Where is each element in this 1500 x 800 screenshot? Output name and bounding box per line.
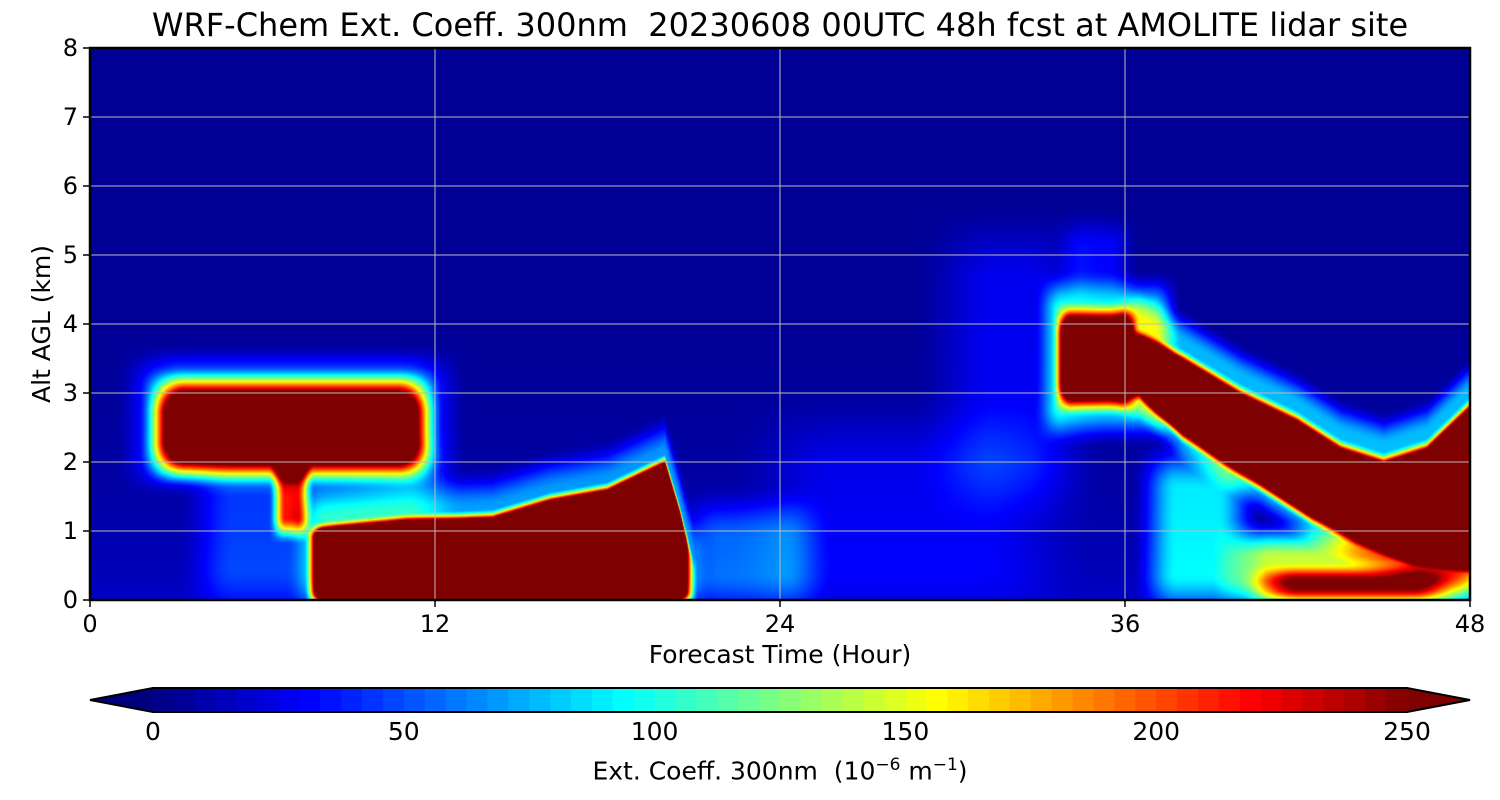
colorbar-segment xyxy=(278,688,300,712)
colorbar xyxy=(89,687,1471,713)
colorbar-segment xyxy=(1239,688,1262,712)
y-tick-label: 6 xyxy=(63,172,78,200)
colorbar-segment xyxy=(1323,688,1345,712)
colorbar-segment xyxy=(571,688,593,712)
x-tick-label: 12 xyxy=(420,610,451,638)
colorbar-tick-label: 200 xyxy=(1132,717,1181,746)
colorbar-segment xyxy=(1030,688,1053,712)
x-tick-label: 48 xyxy=(1455,610,1486,638)
colorbar-segment xyxy=(1365,688,1387,712)
y-tick-label: 0 xyxy=(63,586,78,614)
colorbar-segment xyxy=(382,688,405,712)
y-axis-label-area: Alt AGL (km) xyxy=(27,245,56,403)
colorbar-segment xyxy=(1156,688,1178,712)
colorbar-segment xyxy=(341,688,363,712)
colorbar-segment xyxy=(153,688,175,712)
colorbar-segment xyxy=(842,688,865,712)
colorbar-segment xyxy=(1051,688,1074,712)
colorbar-segment xyxy=(445,688,468,712)
colorbar-tick-label: 250 xyxy=(1383,717,1431,746)
colorbar-segment xyxy=(1198,688,1220,712)
colorbar-segment xyxy=(487,688,509,712)
colorbar-segment xyxy=(215,688,238,712)
colorbar-segment xyxy=(1386,688,1408,712)
colorbar-segment xyxy=(466,688,488,712)
colorbar-segment xyxy=(424,688,447,712)
colorbar-segment xyxy=(926,688,948,712)
colorbar-label: Ext. Coeff. 300nm (10−6 m−1) xyxy=(592,755,968,786)
y-tick-label: 1 xyxy=(63,517,78,545)
x-tick-label: 24 xyxy=(765,610,796,638)
colorbar-segment xyxy=(550,688,572,712)
colorbar-segment xyxy=(947,688,969,712)
colorbar-segment xyxy=(780,688,802,712)
colorbar-tick-label: 100 xyxy=(630,717,679,746)
colorbar-segment xyxy=(1009,688,1032,712)
colorbar-segment xyxy=(1177,688,1199,712)
colorbar-segment xyxy=(529,688,551,712)
x-tick-label: 0 xyxy=(82,610,97,638)
y-tick-label: 5 xyxy=(63,241,78,269)
colorbar-tick-label: 50 xyxy=(387,717,420,746)
colorbar-segment xyxy=(257,688,279,712)
colorbar-tick-label: 0 xyxy=(145,717,161,746)
colorbar-segment xyxy=(612,688,635,712)
y-tick-label: 4 xyxy=(63,310,78,338)
x-axis-label: Forecast Time (Hour) xyxy=(648,640,912,669)
colorbar-segment xyxy=(194,688,217,712)
y-tick-label: 7 xyxy=(63,103,78,131)
colorbar-segment xyxy=(508,688,530,712)
colorbar-segment xyxy=(1072,688,1095,712)
chart-title: WRF-Chem Ext. Coeff. 300nm 20230608 00UT… xyxy=(151,6,1409,44)
colorbar-segment xyxy=(633,688,656,712)
y-tick-label: 2 xyxy=(63,448,78,476)
colorbar-outline xyxy=(89,687,1471,713)
colorbar-segment xyxy=(1302,688,1324,712)
colorbar-segment xyxy=(1281,688,1304,712)
colorbar-segment xyxy=(362,688,384,712)
colorbar-extend-min xyxy=(90,688,153,712)
y-axis-label: Alt AGL (km) xyxy=(27,245,56,403)
colorbar-segment xyxy=(591,688,614,712)
colorbar-segment xyxy=(403,688,426,712)
colorbar-extend-max xyxy=(1407,688,1470,712)
colorbar-segment xyxy=(1260,688,1283,712)
y-tick-label: 8 xyxy=(63,34,78,62)
colorbar-segment xyxy=(738,688,760,712)
plot-area: 0 12 24 36 48 0 1 2 3 4 5 6 7 8 xyxy=(63,34,1486,638)
colorbar-segment xyxy=(1218,688,1241,712)
colorbar-segment xyxy=(1344,688,1366,712)
colorbar-segment xyxy=(884,688,906,712)
colorbar-segment xyxy=(696,688,718,712)
x-tick-label: 36 xyxy=(1110,610,1141,638)
colorbar-segment xyxy=(717,688,739,712)
colorbar-segment xyxy=(863,688,886,712)
colorbar-segment xyxy=(236,688,259,712)
colorbar-segment xyxy=(821,688,844,712)
colorbar-segment xyxy=(320,688,342,712)
colorbar-segment xyxy=(800,688,823,712)
colorbar-segment xyxy=(173,688,196,712)
colorbar-segment xyxy=(905,688,927,712)
colorbar-segment xyxy=(654,688,677,712)
colorbar-segment xyxy=(299,688,321,712)
colorbar-segment xyxy=(675,688,697,712)
colorbar-segment xyxy=(759,688,781,712)
colorbar-segment xyxy=(1135,688,1157,712)
y-tick-label: 3 xyxy=(63,379,78,407)
colorbar-tick-label: 150 xyxy=(881,717,930,746)
colorbar-segment xyxy=(989,688,1011,712)
colorbar-segment xyxy=(968,688,990,712)
colorbar-segment xyxy=(1114,688,1136,712)
colorbar-segment xyxy=(1093,688,1115,712)
